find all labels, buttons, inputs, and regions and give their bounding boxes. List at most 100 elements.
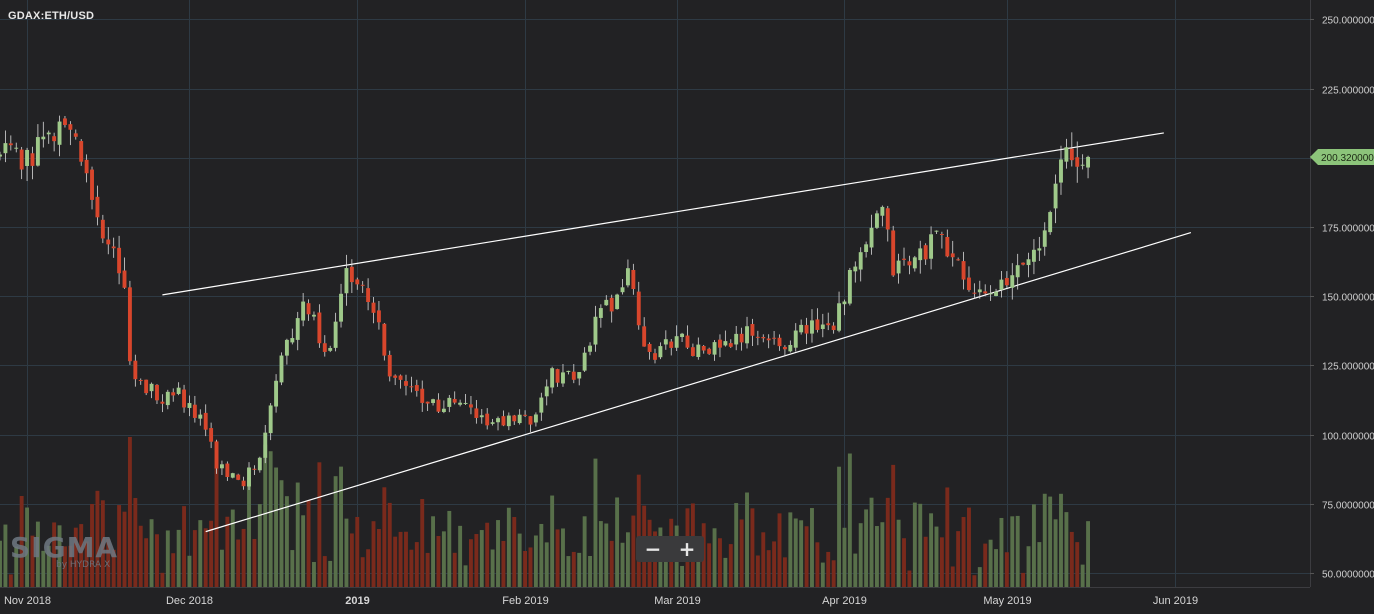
price-axis[interactable]: 250.0000000225.0000000200.0000000175.000… <box>1310 0 1374 587</box>
candle-body <box>723 341 728 346</box>
volume-bar <box>490 549 495 587</box>
volume-bar <box>566 556 571 587</box>
candle-body <box>404 381 408 386</box>
volume-bar <box>663 558 668 587</box>
volume-bar <box>46 545 51 587</box>
candle-body <box>73 133 78 137</box>
volume-bar <box>431 516 436 587</box>
volume-bar <box>35 521 40 587</box>
volume-bar <box>1086 521 1091 587</box>
candle-body <box>950 253 955 258</box>
logo-subtext: by HYDRA X <box>56 560 111 570</box>
candle-body <box>90 169 94 200</box>
candle-body <box>874 213 879 228</box>
volume-bar <box>598 521 603 587</box>
candle-body <box>934 230 939 232</box>
volume-bar <box>1026 546 1031 587</box>
candle-body <box>257 457 262 471</box>
volume-bar <box>225 516 230 587</box>
volume-bar <box>1053 519 1058 587</box>
candle-body <box>1004 277 1009 286</box>
candle-body <box>452 398 457 403</box>
x-tick-label: Dec 2018 <box>166 595 213 607</box>
candle-body <box>312 314 316 317</box>
candle-body <box>339 293 343 322</box>
volume-bar <box>138 525 143 587</box>
volume-bar <box>73 527 78 587</box>
x-tick-label: Nov 2018 <box>4 595 51 607</box>
candle-body <box>79 141 84 162</box>
volume-bar <box>1010 516 1015 587</box>
volume-bar <box>214 440 219 587</box>
candle-body <box>674 336 679 348</box>
candle-body <box>615 294 620 310</box>
volume-bar <box>826 551 831 587</box>
volume-bar <box>182 506 186 587</box>
candle-body <box>214 441 219 469</box>
candle-body <box>328 348 333 351</box>
volume-bar <box>404 531 408 587</box>
volume-bar <box>788 512 793 587</box>
candle-body <box>230 473 235 478</box>
candle-body <box>512 415 517 422</box>
volume-bar <box>707 543 712 587</box>
candle-body <box>739 333 744 343</box>
volume-bar <box>782 557 787 587</box>
volume-bar <box>934 526 939 587</box>
candle-body <box>117 247 122 274</box>
candle-body <box>620 287 625 293</box>
volume-bar <box>79 524 84 587</box>
volume-bar <box>0 540 2 587</box>
volume-bar <box>1075 542 1080 587</box>
candle-body <box>52 136 57 142</box>
y-tick-label: 100.0000000 <box>1322 432 1374 443</box>
candle-body <box>999 279 1004 290</box>
zoom-in-button[interactable]: + <box>678 537 696 561</box>
candle-body <box>463 402 468 404</box>
candle-body <box>187 403 192 408</box>
time-axis[interactable]: Nov 2018 Dec 2018 2019 Feb 2019 Mar 2019 Apr … <box>0 587 1310 608</box>
volume-bar <box>858 523 863 587</box>
volume-bar <box>539 523 544 587</box>
candle-body <box>555 369 560 383</box>
candle-body <box>734 333 739 345</box>
candle-body <box>198 414 203 419</box>
volume-bar <box>977 567 982 587</box>
candle-body <box>344 268 349 294</box>
candle-body <box>252 468 257 470</box>
volume-bar <box>712 528 717 587</box>
volume-bar <box>257 504 262 587</box>
candle-body <box>967 277 971 291</box>
candle-body <box>804 325 809 334</box>
candle-body <box>772 337 777 339</box>
zoom-out-button[interactable]: − <box>644 537 662 561</box>
volume-bar <box>198 520 203 587</box>
volume-bar <box>274 467 279 587</box>
volume-bar <box>344 518 349 587</box>
volume-bar <box>696 546 701 587</box>
volume-bar <box>187 555 192 587</box>
candle-body <box>317 312 322 344</box>
volume-bar <box>41 550 46 587</box>
volume-bar <box>615 497 620 587</box>
candle-body <box>1037 248 1042 251</box>
candle-body <box>219 464 224 469</box>
candle-body <box>907 261 912 266</box>
candle-body <box>669 341 674 348</box>
volume-bar <box>869 497 874 587</box>
volume-bar <box>718 538 722 587</box>
volume-bar <box>290 550 295 587</box>
volume-bar <box>544 542 549 587</box>
volume-bar <box>333 476 338 587</box>
candle-body <box>528 416 533 425</box>
candle-body <box>420 388 425 403</box>
candle-body <box>1048 212 1053 233</box>
volume-bar <box>923 536 928 587</box>
candle-body <box>376 310 381 323</box>
candle-body <box>263 432 268 458</box>
volume-bar <box>192 530 197 587</box>
candle-body <box>523 414 528 416</box>
candle-body <box>436 399 441 412</box>
